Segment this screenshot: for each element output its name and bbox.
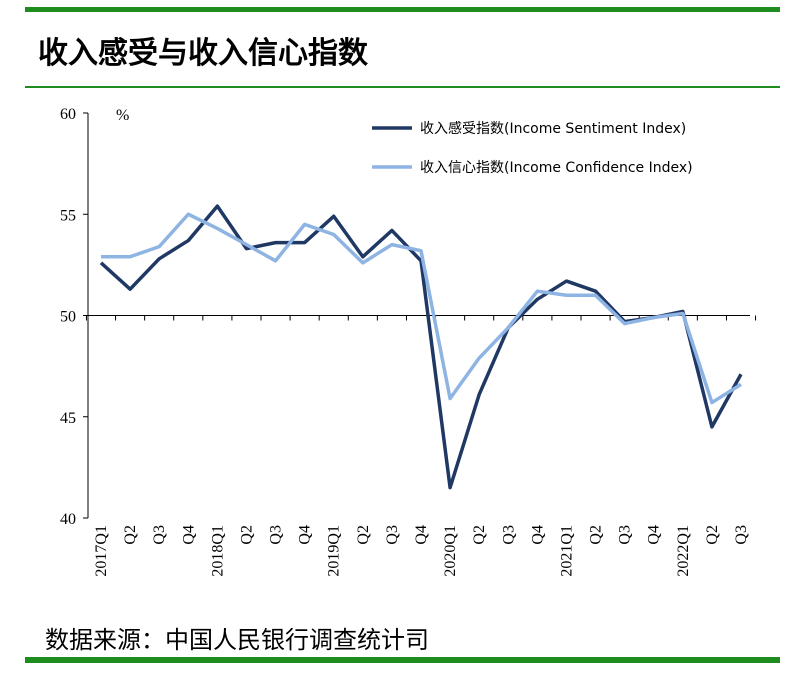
top-bar <box>25 7 780 12</box>
x-tick-label: Q4 <box>297 525 314 545</box>
y-tick-label: 45 <box>60 410 76 427</box>
x-tick-label: Q3 <box>733 525 750 545</box>
x-tick-label: Q3 <box>617 525 634 545</box>
x-tick-label: Q4 <box>180 525 197 545</box>
x-tick-label: 2021Q1 <box>558 525 575 577</box>
series-line <box>101 212 742 405</box>
chart-title: 收入感受与收入信心指数 <box>38 36 369 71</box>
x-tick-label: 2017Q1 <box>93 525 110 577</box>
x-tick-label: Q2 <box>471 525 488 545</box>
x-tick-label: Q2 <box>122 525 139 545</box>
source: 数据来源：中国人民银行调查统计司 <box>45 626 429 654</box>
x-tick-label: 2020Q1 <box>442 525 459 577</box>
x-tick-label: Q4 <box>413 525 430 545</box>
y-unit: % <box>116 107 129 124</box>
x-tick-label: Q2 <box>588 525 605 545</box>
title-rule <box>25 86 780 88</box>
x-tick-label: Q2 <box>355 525 372 545</box>
x-tick-label: Q3 <box>151 525 168 545</box>
y-tick-label: 40 <box>60 511 76 528</box>
y-tick-label: 50 <box>60 309 76 326</box>
x-tick-label: Q3 <box>384 525 401 545</box>
bottom-bar <box>25 657 780 663</box>
y-tick-label: 60 <box>60 106 76 123</box>
x-tick-label: Q2 <box>704 525 721 545</box>
x-tick-label: 2022Q1 <box>675 525 692 577</box>
series-line <box>99 204 743 490</box>
x-tick-label: Q4 <box>529 525 546 545</box>
x-tick-label: Q4 <box>646 525 663 545</box>
x-tick-label: 2019Q1 <box>326 525 343 577</box>
x-tick-label: Q3 <box>500 525 517 545</box>
x-tick-label: Q2 <box>238 525 255 545</box>
y-tick-label: 55 <box>60 207 76 224</box>
legend-label: 收入信心指数(Income Confidence Index) <box>420 160 693 176</box>
x-tick-label: Q3 <box>268 525 285 545</box>
x-tick-label: 2018Q1 <box>209 525 226 577</box>
legend-label: 收入感受指数(Income Sentiment Index) <box>420 120 686 137</box>
